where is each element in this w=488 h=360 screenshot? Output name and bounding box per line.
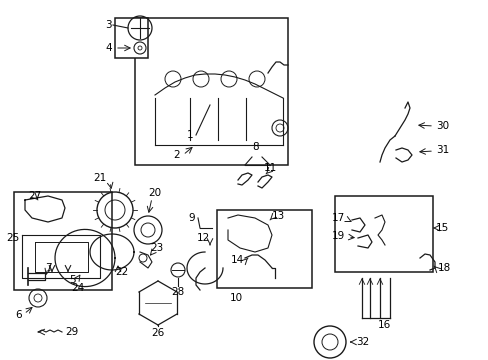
Text: 29: 29 — [65, 327, 78, 337]
Text: 9: 9 — [188, 213, 195, 223]
Text: 16: 16 — [377, 320, 390, 330]
Text: 17: 17 — [331, 213, 345, 223]
Text: 7: 7 — [45, 263, 52, 273]
Text: 8: 8 — [251, 142, 258, 152]
Text: 3: 3 — [105, 20, 112, 30]
Text: 15: 15 — [435, 223, 448, 233]
Text: 19: 19 — [331, 231, 345, 241]
Text: 14: 14 — [230, 255, 244, 265]
Bar — [135, 18, 287, 165]
Text: 27: 27 — [28, 191, 41, 201]
Bar — [14, 192, 112, 290]
Text: 23: 23 — [150, 243, 163, 253]
Text: 12: 12 — [196, 233, 209, 243]
Text: 4: 4 — [105, 43, 112, 53]
Text: 28: 28 — [171, 287, 184, 297]
Text: 18: 18 — [437, 263, 450, 273]
Text: 6: 6 — [15, 310, 22, 320]
Text: 32: 32 — [355, 337, 368, 347]
Text: 30: 30 — [435, 121, 448, 131]
Text: 31: 31 — [435, 145, 448, 155]
Text: 25: 25 — [6, 233, 19, 243]
Bar — [115, 18, 148, 58]
Bar — [217, 210, 311, 288]
Text: 13: 13 — [271, 211, 285, 221]
Text: 1: 1 — [186, 130, 193, 140]
Text: 10: 10 — [229, 293, 242, 303]
Text: 26: 26 — [151, 328, 164, 338]
Bar — [334, 196, 432, 272]
Text: 20: 20 — [148, 188, 161, 198]
Text: 22: 22 — [115, 267, 128, 277]
Text: 2: 2 — [173, 150, 180, 160]
Text: 5: 5 — [69, 275, 76, 285]
Text: 11: 11 — [264, 163, 277, 173]
Text: 21: 21 — [94, 173, 107, 183]
Text: 24: 24 — [71, 283, 84, 293]
